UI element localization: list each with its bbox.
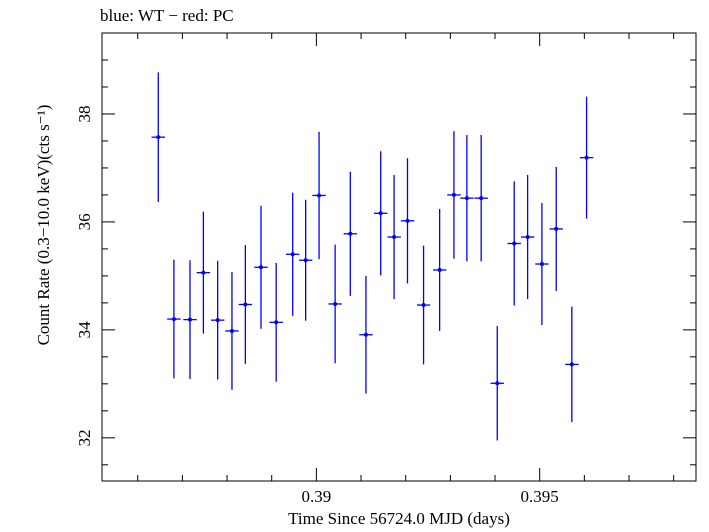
point-marker (437, 267, 442, 272)
point-marker (348, 231, 353, 236)
point-marker (495, 381, 500, 386)
point-marker (479, 196, 484, 201)
plot-frame (101, 32, 697, 482)
data-point (254, 205, 268, 329)
data-point (269, 262, 283, 382)
data-point (416, 245, 431, 365)
point-marker (512, 241, 517, 246)
data-point (387, 174, 401, 300)
data-point (359, 275, 373, 394)
point-marker (171, 317, 176, 322)
data-point (238, 245, 253, 364)
point-marker (290, 252, 295, 257)
point-marker (584, 155, 589, 160)
point-marker (392, 235, 397, 240)
data-point (520, 174, 535, 300)
point-marker (187, 317, 192, 322)
point-marker (378, 211, 383, 216)
point-marker (333, 301, 338, 306)
point-marker (243, 302, 248, 307)
data-point (343, 171, 358, 296)
point-marker (569, 362, 574, 367)
point-marker (156, 135, 161, 140)
point-marker (539, 262, 544, 267)
point-marker (554, 226, 559, 231)
x-tick-label: 0.39 (302, 487, 332, 506)
x-axis-label: Time Since 56724.0 MJD (days) (288, 509, 510, 528)
point-marker (525, 235, 530, 240)
point-marker (229, 328, 234, 333)
point-marker (421, 303, 426, 308)
data-point (579, 96, 594, 219)
point-marker (303, 258, 308, 263)
data-point (167, 259, 181, 379)
y-tick-label: 32 (75, 429, 94, 446)
chart-title: blue: WT − red: PC (100, 6, 234, 25)
x-tick-label: 0.395 (521, 487, 559, 506)
data-point (210, 260, 225, 380)
data-point (460, 135, 474, 262)
axis-ticks (102, 32, 696, 481)
point-marker (274, 320, 279, 325)
data-point (183, 260, 197, 379)
data-point (565, 306, 579, 423)
point-marker (451, 192, 456, 197)
point-marker (405, 218, 410, 223)
data-points (151, 72, 594, 441)
y-tick-label: 34 (75, 321, 94, 339)
y-tick-label: 38 (75, 105, 94, 122)
point-marker (363, 332, 368, 337)
data-point (535, 203, 549, 326)
data-point (432, 208, 447, 331)
data-point (286, 192, 300, 316)
y-axis-label: Count Rate (0.3−10.0 keV)(cts s⁻¹) (34, 104, 53, 346)
data-point (474, 135, 488, 262)
point-marker (317, 193, 322, 198)
data-point (507, 181, 521, 306)
data-point (373, 151, 388, 276)
point-marker (201, 270, 206, 275)
data-point (490, 326, 504, 441)
data-point (328, 244, 342, 364)
data-point (400, 158, 415, 284)
data-point (298, 199, 313, 321)
data-point (196, 211, 211, 334)
data-point (549, 166, 563, 292)
point-marker (464, 196, 469, 201)
point-marker (258, 265, 263, 270)
data-point (225, 272, 239, 390)
point-marker (215, 318, 220, 323)
axis-tick-labels: 0.39 0.395 32 34 36 38 (75, 105, 559, 506)
data-point (447, 131, 461, 259)
data-point (312, 131, 326, 260)
data-point (151, 72, 165, 202)
y-tick-label: 36 (75, 213, 94, 230)
